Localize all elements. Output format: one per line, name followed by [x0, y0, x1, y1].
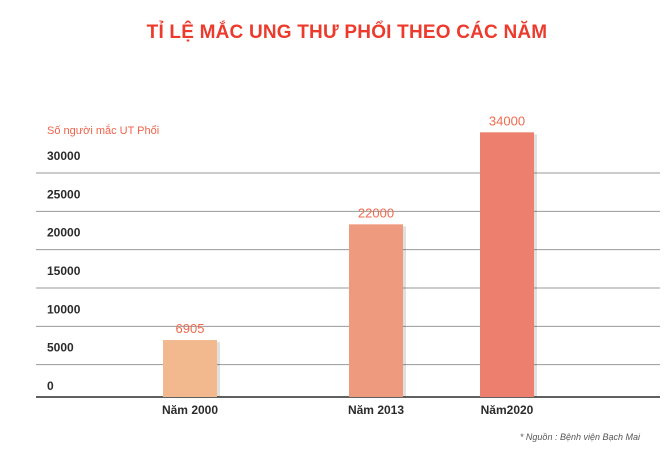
- source-note: * Nguồn : Bệnh viện Bạch Mai: [520, 432, 641, 442]
- data-label: 6905: [176, 321, 205, 336]
- x-category-label: Năm 2013: [348, 403, 404, 417]
- y-tick-label: 25000: [47, 187, 81, 201]
- y-tick-label: 30000: [47, 149, 81, 163]
- data-labels: 6905 22000 34000: [176, 113, 526, 336]
- y-tick-labels: 0 5000 10000 15000 20000 25000 30000: [47, 149, 81, 393]
- y-tick-label: 0: [47, 379, 54, 393]
- chart-title: TỈ LỆ MẮC UNG THƯ PHỔI THEO CÁC NĂM: [147, 21, 548, 43]
- x-category-labels: Năm 2000 Năm 2013 Năm2020: [162, 403, 534, 417]
- bar: [480, 132, 534, 398]
- y-tick-label: 5000: [47, 341, 74, 355]
- y-axis-label: Số người mắc UT Phổi: [47, 124, 159, 137]
- gridlines: [36, 172, 660, 398]
- x-category-label: Năm 2000: [162, 403, 218, 417]
- data-label: 34000: [489, 113, 525, 128]
- bars: [163, 132, 537, 398]
- bar: [163, 340, 217, 397]
- y-tick-label: 15000: [47, 264, 81, 278]
- data-label: 22000: [358, 205, 394, 220]
- y-tick-label: 10000: [47, 302, 81, 316]
- x-category-label: Năm2020: [481, 403, 534, 417]
- bar: [349, 224, 403, 397]
- y-tick-label: 20000: [47, 226, 81, 240]
